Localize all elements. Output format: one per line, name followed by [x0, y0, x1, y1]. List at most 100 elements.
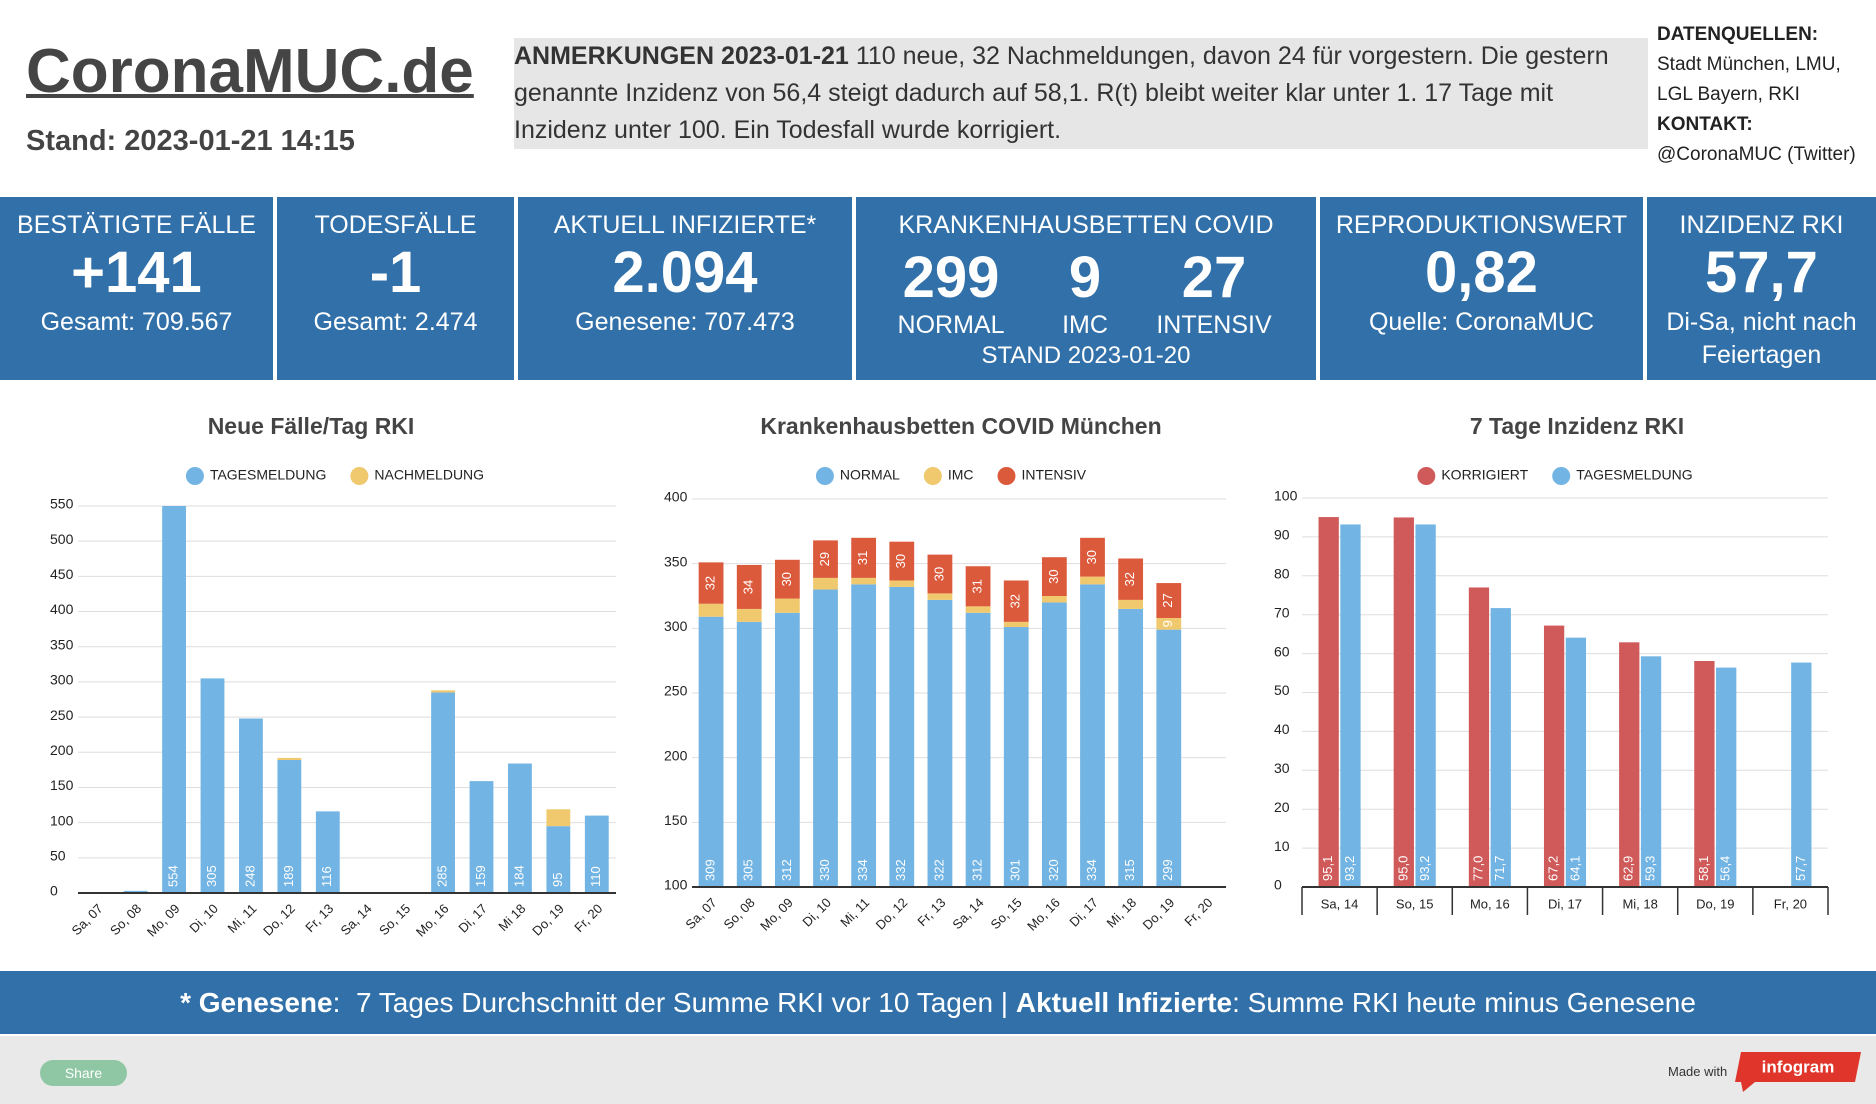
- x-tick-label: Mo, 16: [1024, 895, 1063, 934]
- footer-text: : Summe RKI heute minus Genesene: [1232, 987, 1696, 1018]
- kpi-title: INZIDENZ RKI: [1679, 211, 1844, 239]
- bar-segment: [1041, 602, 1067, 887]
- value-label: 34: [741, 580, 756, 594]
- bar-segment: [431, 692, 455, 893]
- bar-segment: [813, 540, 838, 578]
- x-tick-label: Do, 12: [260, 901, 298, 939]
- x-tick-label: Sa, 07: [682, 895, 719, 932]
- share-button[interactable]: Share: [40, 1060, 127, 1086]
- y-tick-label: 50: [50, 848, 66, 864]
- x-tick-label: Di, 17: [1066, 895, 1101, 930]
- bar-segment: [698, 603, 724, 617]
- bar: [1716, 667, 1737, 887]
- sources-line: Stadt München, LMU,: [1657, 54, 1841, 75]
- kpi-tile: AKTUELL INFIZIERTE* 2.094 Genesene: 707.…: [518, 197, 852, 380]
- bar-segment: [965, 566, 991, 607]
- bar: [1565, 637, 1587, 887]
- chart-title: Krankenhausbetten COVID München: [760, 413, 1161, 439]
- bar-segment: [1080, 537, 1105, 577]
- value-label: 77,0: [1470, 856, 1485, 881]
- value-label: 332: [893, 859, 908, 881]
- x-tick-label: Sa, 14: [1321, 896, 1359, 911]
- bar-segment: [1003, 580, 1029, 622]
- bar-segment: [1080, 584, 1105, 887]
- kpi-sub: Di-Sa, nicht nach Feiertagen: [1666, 308, 1857, 369]
- x-tick-label: Di, 10: [186, 901, 221, 936]
- value-label: 312: [779, 859, 794, 881]
- bar-segment: [927, 593, 953, 600]
- value-label: 95,1: [1320, 856, 1335, 881]
- kpi-value: 0,82: [1425, 240, 1538, 305]
- footer-banner: * Genesene: 7 Tages Durchschnitt der Sum…: [0, 971, 1876, 1034]
- bar-segment: [1118, 608, 1144, 887]
- value-label: 305: [204, 865, 219, 887]
- value-label: 116: [319, 866, 334, 887]
- logo[interactable]: CoronaMUC.de: [26, 37, 474, 106]
- kpi-value: 27: [1181, 245, 1247, 310]
- kpi-value: -1: [369, 240, 422, 305]
- bar-segment: [736, 608, 762, 622]
- bar-segment: [851, 577, 877, 585]
- kpi-value: 9: [1068, 245, 1102, 310]
- value-label: 9: [1160, 620, 1175, 627]
- value-label: 57,7: [1793, 856, 1808, 881]
- bar-segment: [277, 760, 302, 893]
- value-label: 31: [970, 579, 985, 593]
- value-label: 315: [1122, 859, 1137, 881]
- bar: [1415, 524, 1436, 887]
- kpi-title: REPRODUKTIONSWERT: [1335, 211, 1628, 239]
- x-tick-label: Do, 19: [1140, 895, 1178, 933]
- kpi-tile: BESTÄTIGTE FÄLLE +141 Gesamt: 709.567: [0, 197, 273, 380]
- y-tick-label: 250: [664, 683, 688, 699]
- bar-segment: [546, 826, 571, 893]
- legend-label: IMC: [948, 467, 974, 483]
- value-label: 64,1: [1567, 856, 1582, 881]
- value-label: 58,1: [1696, 856, 1711, 881]
- kpi-sub: Quelle: CoronaMUC: [1368, 308, 1595, 336]
- value-label: 184: [511, 865, 526, 887]
- value-label: 330: [817, 859, 832, 881]
- bar: [1490, 608, 1511, 887]
- notes-text: 110 neue, 32 Nachmeldungen, davon 24 für…: [514, 42, 1609, 144]
- kpi-label: NORMAL: [897, 311, 1005, 339]
- legend-marker: [1552, 467, 1571, 485]
- bar-segment: [927, 554, 953, 594]
- value-label: 309: [703, 859, 718, 881]
- value-label: 189: [281, 865, 296, 887]
- legend-label: TAGESMELDUNG: [210, 467, 326, 483]
- brand-logo[interactable]: infogram: [1733, 1052, 1863, 1092]
- x-tick-label: So, 08: [721, 895, 758, 932]
- x-tick-label: Di, 10: [799, 895, 834, 930]
- value-label: 30: [1084, 550, 1099, 564]
- hospital-stand: STAND 2023-01-20: [981, 342, 1191, 369]
- bar-segment: [965, 606, 991, 613]
- value-label: 334: [1084, 859, 1099, 881]
- bar-segment: [315, 811, 340, 893]
- value-label: 299: [1160, 859, 1175, 881]
- y-tick-label: 100: [1274, 488, 1298, 504]
- kpi-sub: Gesamt: 709.567: [40, 308, 233, 336]
- value-label: 322: [931, 859, 946, 881]
- legend-marker: [997, 467, 1016, 485]
- footer-text: : 7 Tages Durchschnitt der Summe RKI vor…: [332, 987, 1016, 1018]
- x-tick-label: Do, 19: [1696, 896, 1734, 911]
- x-tick-label: Mo, 16: [1470, 896, 1510, 911]
- value-label: 93,2: [1417, 856, 1432, 881]
- value-label: 32: [1122, 572, 1137, 586]
- bar: [1393, 517, 1414, 887]
- kpi-title: TODESFÄLLE: [314, 211, 477, 239]
- bar-segment: [546, 809, 571, 827]
- value-label: 30: [931, 567, 946, 581]
- value-label: 285: [435, 865, 450, 887]
- y-tick-label: 300: [50, 672, 74, 688]
- bar-segment: [123, 890, 148, 893]
- charts: Neue Fälle/Tag RKI TAGESMELDUNG NACHMELDUN…: [50, 413, 1829, 940]
- hospital-item: 299 NORMAL: [871, 245, 1031, 340]
- bar-segment: [1003, 627, 1029, 887]
- x-tick-label: Mi, 18: [1104, 895, 1140, 931]
- y-tick-label: 150: [50, 777, 74, 793]
- bar-segment: [698, 562, 724, 604]
- y-tick-label: 100: [664, 877, 688, 893]
- legend-marker: [923, 467, 942, 485]
